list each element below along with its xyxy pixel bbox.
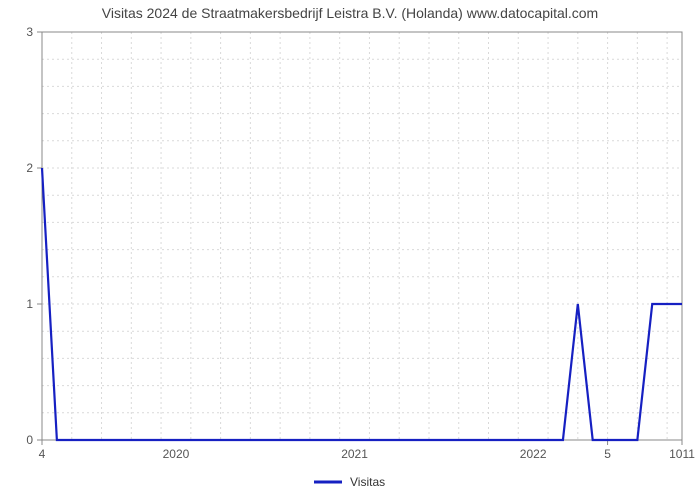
x-tick-label: 5	[604, 447, 611, 461]
x-tick-label: 1011	[669, 447, 695, 461]
y-tick-label: 3	[26, 25, 33, 39]
x-year-label: 2021	[341, 447, 368, 461]
x-tick-label: 4	[39, 447, 46, 461]
chart-background	[0, 0, 700, 500]
chart-svg: Visitas 2024 de Straatmakersbedrijf Leis…	[0, 0, 700, 500]
legend-label: Visitas	[350, 475, 385, 489]
y-tick-label: 0	[26, 433, 33, 447]
visits-line-chart: Visitas 2024 de Straatmakersbedrijf Leis…	[0, 0, 700, 500]
y-tick-label: 2	[26, 161, 33, 175]
y-tick-label: 1	[26, 297, 33, 311]
chart-title: Visitas 2024 de Straatmakersbedrijf Leis…	[102, 5, 598, 21]
x-year-label: 2020	[163, 447, 190, 461]
x-year-label: 2022	[520, 447, 547, 461]
